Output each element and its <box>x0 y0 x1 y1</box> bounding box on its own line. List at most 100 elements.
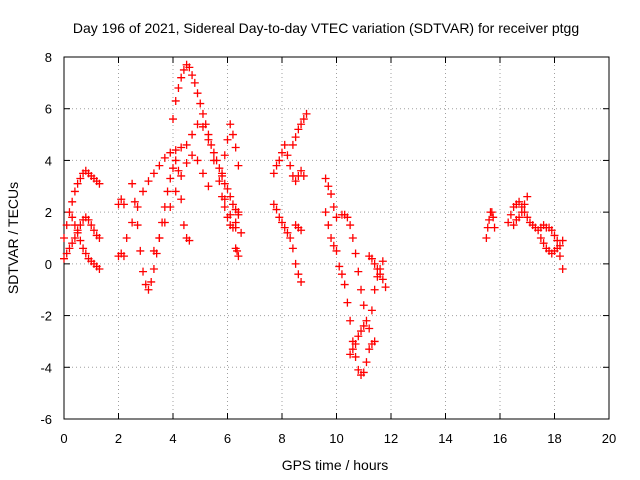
data-point <box>291 133 300 142</box>
data-point <box>60 254 68 263</box>
data-point <box>487 208 496 217</box>
data-point <box>174 166 183 175</box>
data-point <box>95 265 104 274</box>
data-point <box>294 270 303 279</box>
chart-title: Day 196 of 2021, Sidereal Day-to-day VTE… <box>73 20 579 36</box>
data-point <box>378 275 387 284</box>
series-arc-r <box>321 208 341 255</box>
data-point <box>62 221 71 230</box>
series-arc-o <box>269 200 306 286</box>
series-arc-m <box>269 140 308 186</box>
data-point <box>141 280 150 289</box>
axis-ticks: 0 2 4 6 8 10 12 14 16 18 20 -6 -4 -2 0 2 4 6 8 <box>40 50 616 446</box>
data-point <box>329 241 338 250</box>
x-tick-label: 14 <box>438 431 452 446</box>
data-point <box>136 246 145 255</box>
x-tick-label: 0 <box>60 431 67 446</box>
data-point <box>68 239 77 248</box>
y-tick-label: -2 <box>40 309 52 324</box>
data-point <box>89 226 98 235</box>
data-point <box>155 234 164 242</box>
data-point <box>95 179 104 188</box>
data-point <box>231 143 240 152</box>
x-tick-label: 6 <box>224 431 231 446</box>
data-point <box>196 99 205 108</box>
data-point <box>278 148 286 157</box>
data-point <box>288 244 297 253</box>
data-point <box>166 174 175 183</box>
data-point <box>517 208 526 217</box>
data-point <box>185 236 194 245</box>
data-point <box>226 120 235 129</box>
data-point <box>220 179 229 188</box>
data-point <box>228 223 237 232</box>
data-point <box>357 285 366 294</box>
data-point <box>160 218 169 227</box>
data-point <box>506 210 515 219</box>
data-point <box>144 177 153 186</box>
data-point <box>515 213 524 222</box>
data-point <box>370 259 379 268</box>
data-point <box>171 96 180 105</box>
x-axis-label: GPS time / hours <box>282 457 389 473</box>
data-point <box>297 166 306 175</box>
series-arc-y <box>509 192 532 230</box>
data-point <box>133 221 142 230</box>
data-point <box>288 140 297 149</box>
data-point <box>70 234 79 242</box>
y-axis-label: SDTVAR / TECUs <box>5 182 21 294</box>
data-point <box>188 151 197 160</box>
data-point <box>62 249 71 258</box>
data-point <box>485 215 494 224</box>
series-arc-c <box>68 213 104 274</box>
data-point <box>95 234 104 242</box>
data-point <box>354 365 363 374</box>
data-point <box>302 109 311 118</box>
data-point <box>68 213 77 222</box>
data-point <box>547 226 556 235</box>
data-point <box>321 208 330 217</box>
series-arc-n <box>288 109 311 149</box>
data-point <box>294 125 303 134</box>
data-point <box>73 228 82 237</box>
data-point <box>348 234 357 242</box>
x-tick-label: 8 <box>278 431 285 446</box>
data-point <box>193 120 202 129</box>
data-point <box>65 208 74 217</box>
x-tick-label: 20 <box>602 431 616 446</box>
data-point <box>504 218 513 227</box>
series-arc-q <box>321 174 341 222</box>
data-point <box>76 236 85 245</box>
data-point <box>327 190 336 199</box>
data-point <box>327 234 336 242</box>
data-point <box>70 221 79 230</box>
series-arc-u <box>365 252 390 292</box>
data-point <box>198 109 207 118</box>
data-point <box>68 197 77 206</box>
data-point <box>185 63 194 72</box>
data-point <box>490 223 499 232</box>
data-point <box>550 231 559 240</box>
data-point <box>204 130 213 139</box>
series-arc-j <box>218 120 243 178</box>
data-point <box>272 205 281 214</box>
data-point <box>223 135 232 144</box>
data-point <box>558 236 567 245</box>
data-point <box>188 71 197 80</box>
y-tick-label: 6 <box>45 102 52 117</box>
data-point <box>228 130 237 139</box>
x-tick-label: 16 <box>493 431 507 446</box>
data-point <box>204 182 213 191</box>
data-point <box>198 169 207 178</box>
data-point <box>555 252 564 261</box>
data-point <box>149 265 158 274</box>
x-tick-label: 18 <box>547 431 561 446</box>
data-point <box>215 177 224 186</box>
data-point <box>286 234 295 242</box>
data-point <box>201 120 210 129</box>
data-point <box>335 262 344 271</box>
data-point <box>346 316 355 325</box>
data-point <box>321 174 330 183</box>
data-point <box>509 221 518 230</box>
data-point <box>212 156 221 165</box>
